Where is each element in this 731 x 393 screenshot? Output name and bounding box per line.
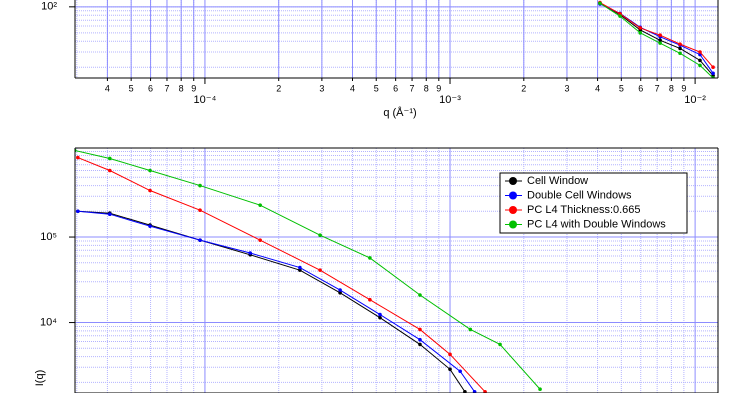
legend-marker bbox=[509, 177, 517, 185]
data-point bbox=[258, 203, 262, 207]
legend-marker bbox=[509, 191, 517, 200]
x-tick-label: 10⁻³ bbox=[439, 94, 461, 106]
y-axis-label: I(q) bbox=[34, 370, 46, 387]
x-tick-label: 4 bbox=[595, 83, 600, 93]
x-tick-label: 3 bbox=[319, 83, 324, 93]
data-point bbox=[448, 367, 452, 372]
data-point bbox=[76, 209, 80, 214]
y-tick-label: 10⁵ bbox=[40, 231, 57, 243]
x-tick-label: 7 bbox=[410, 83, 415, 93]
x-tick-label: 5 bbox=[129, 83, 134, 93]
data-point bbox=[107, 156, 112, 161]
data-point bbox=[448, 352, 452, 357]
x-tick-label: 6 bbox=[148, 83, 153, 93]
data-point bbox=[458, 369, 462, 374]
data-point bbox=[498, 342, 502, 347]
data-point bbox=[618, 14, 622, 18]
data-point bbox=[678, 51, 682, 56]
data-point bbox=[338, 288, 342, 292]
data-point bbox=[711, 65, 715, 70]
data-point bbox=[468, 327, 473, 332]
x-tick-label: 6 bbox=[393, 83, 398, 93]
y-tick-label: 10⁴ bbox=[40, 316, 57, 328]
data-point bbox=[318, 233, 322, 238]
data-point bbox=[598, 1, 602, 6]
x-tick-label: 10⁻² bbox=[684, 94, 706, 106]
series-line bbox=[77, 210, 476, 393]
data-point bbox=[198, 238, 202, 242]
data-point bbox=[658, 38, 662, 43]
x-tick-label: 4 bbox=[105, 83, 110, 93]
data-point bbox=[368, 297, 372, 302]
data-point bbox=[711, 71, 715, 76]
data-point bbox=[418, 337, 422, 342]
x-tick-label: 9 bbox=[681, 83, 686, 93]
data-point bbox=[258, 238, 262, 242]
data-point bbox=[638, 26, 642, 30]
data-point bbox=[678, 42, 682, 46]
data-point bbox=[107, 168, 112, 173]
legend-marker bbox=[509, 206, 517, 214]
data-point bbox=[463, 389, 467, 393]
x-tick-label: 4 bbox=[350, 83, 355, 93]
legend-marker bbox=[509, 220, 517, 229]
x-tick-label: 6 bbox=[638, 83, 643, 93]
data-point bbox=[483, 389, 487, 393]
x-tick-label: 7 bbox=[655, 83, 660, 93]
legend-label: Cell Window bbox=[527, 175, 588, 187]
legend-box bbox=[499, 172, 688, 234]
x-axis-label: q (Å⁻¹) bbox=[383, 106, 416, 119]
data-point bbox=[198, 208, 202, 213]
series-line bbox=[599, 2, 714, 78]
x-tick-label: 3 bbox=[564, 83, 569, 93]
y-tick-label: 10² bbox=[41, 1, 57, 13]
x-tick-label: 2 bbox=[276, 83, 281, 93]
data-point bbox=[248, 251, 253, 255]
series-line bbox=[77, 210, 466, 393]
data-point bbox=[148, 224, 152, 228]
data-point bbox=[107, 212, 112, 217]
x-tick-label: 10⁻⁴ bbox=[194, 94, 217, 106]
data-point bbox=[418, 293, 422, 297]
data-point bbox=[638, 31, 642, 35]
x-tick-label: 9 bbox=[436, 83, 441, 93]
data-point bbox=[538, 387, 542, 392]
data-point bbox=[678, 46, 682, 51]
x-tick-label: 5 bbox=[374, 83, 379, 93]
data-point bbox=[472, 389, 477, 393]
data-point bbox=[148, 168, 152, 173]
series-line bbox=[75, 150, 541, 390]
data-point bbox=[698, 58, 702, 63]
legend-label: PC L4 with Double Windows bbox=[527, 218, 666, 230]
data-point bbox=[76, 155, 80, 160]
plot-area bbox=[75, 0, 718, 78]
x-tick-label: 8 bbox=[179, 83, 184, 93]
data-point bbox=[698, 63, 702, 68]
data-point bbox=[378, 315, 382, 320]
x-tick-label: 7 bbox=[164, 83, 169, 93]
x-tick-label: 9 bbox=[191, 83, 196, 93]
x-tick-label: 2 bbox=[521, 83, 526, 93]
data-point bbox=[378, 312, 382, 317]
data-point bbox=[318, 268, 322, 272]
data-point bbox=[198, 183, 202, 188]
x-tick-label: 8 bbox=[424, 83, 429, 93]
data-point bbox=[298, 265, 302, 270]
series-line bbox=[77, 157, 486, 393]
data-point bbox=[658, 33, 662, 37]
data-point bbox=[698, 50, 702, 54]
x-tick-label: 8 bbox=[669, 83, 674, 93]
data-point bbox=[418, 342, 422, 347]
data-point bbox=[418, 327, 422, 332]
data-point bbox=[148, 188, 152, 193]
x-tick-label: 5 bbox=[619, 83, 624, 93]
data-point bbox=[368, 256, 372, 260]
legend-label: PC L4 Thickness:0.665 bbox=[527, 204, 641, 216]
data-point bbox=[658, 41, 662, 45]
legend-label: Double Cell Windows bbox=[527, 189, 632, 201]
data-point bbox=[298, 268, 302, 272]
data-point bbox=[338, 290, 342, 295]
